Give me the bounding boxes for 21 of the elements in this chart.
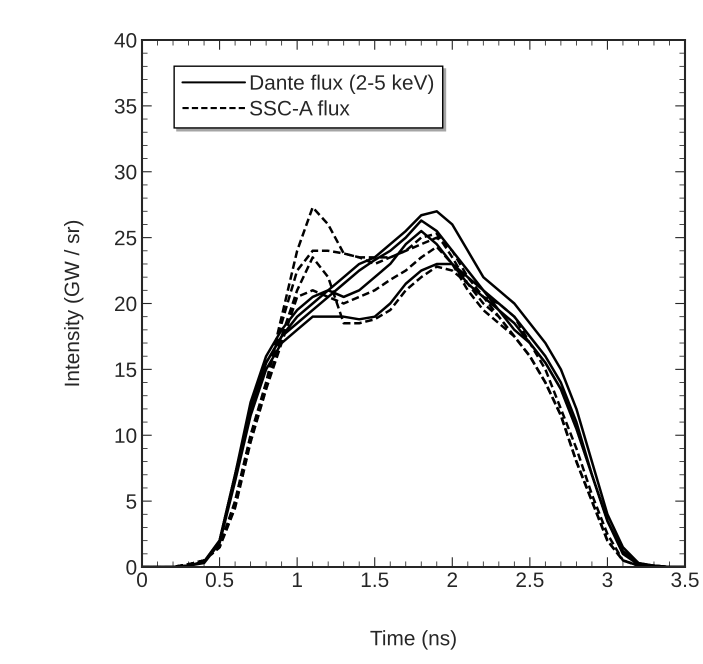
x-axis-title: Time (ns): [370, 630, 456, 650]
y-tick-label: 5: [126, 494, 136, 509]
y-tick-label: 10: [116, 428, 136, 444]
x-tick-label: 1.5: [362, 572, 388, 588]
y-tick-label: 25: [115, 230, 136, 246]
x-tick-label: 2.5: [516, 572, 544, 588]
y-axis-title: Intensity (GW / sr): [64, 220, 84, 386]
x-tick-label: 3: [602, 572, 612, 588]
y-tick-label: 0: [126, 560, 136, 575]
y-tick-label: 20: [115, 296, 136, 312]
y-tick-label: 30: [114, 164, 136, 180]
x-tick-label: 2: [448, 572, 458, 587]
legend-label: SSC-A flux: [250, 100, 350, 116]
legend-label: Dante flux (2-5 keV): [250, 74, 434, 94]
x-tick-label: 3.5: [671, 572, 699, 588]
y-tick-label: 35: [114, 98, 136, 114]
y-tick-label: 15: [116, 362, 136, 378]
y-tick-label: 40: [114, 33, 136, 48]
x-tick-label: 1: [292, 572, 302, 587]
x-tick-label: 0.5: [206, 572, 234, 588]
x-tick-label: 0: [137, 572, 147, 588]
